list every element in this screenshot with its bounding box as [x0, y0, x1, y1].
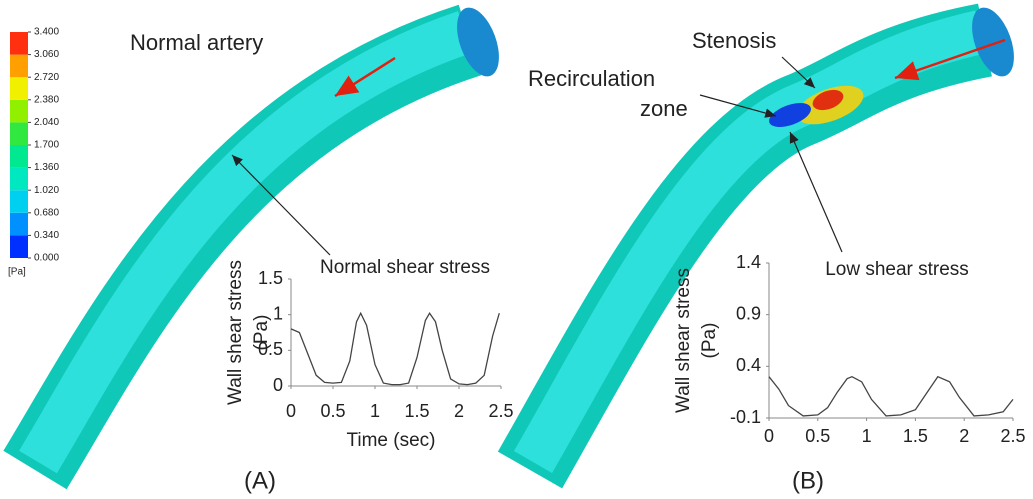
x-tick-label: 1.5 — [404, 401, 429, 421]
x-tick-label: 2 — [959, 426, 969, 446]
colorbar-label: 0.680 — [34, 207, 59, 218]
colorbar-label: 3.060 — [34, 49, 59, 60]
colorbar-segment — [10, 212, 28, 236]
y-axis-label: (Pa) — [699, 323, 720, 359]
x-tick-label: 1.5 — [903, 426, 928, 446]
annotation: Normal artery — [130, 30, 263, 55]
y-tick-label: 1.5 — [258, 268, 283, 288]
colorbar-segment — [10, 99, 28, 123]
flow-arrow — [894, 38, 1006, 81]
pointer-arrow — [231, 154, 331, 256]
x-tick-label: 0.5 — [320, 401, 345, 421]
colorbar-label: 0.340 — [34, 230, 59, 241]
colorbar-segment — [10, 77, 28, 100]
annotation: zone — [640, 96, 688, 121]
colorbar-label: 1.360 — [34, 162, 59, 173]
y-tick-label: 0.4 — [736, 355, 761, 375]
pointer-arrow — [781, 56, 816, 89]
y-axis-label: Wall shear stress — [225, 260, 246, 405]
colorbar-segment — [10, 190, 28, 213]
annotation: Stenosis — [692, 28, 776, 53]
line-series — [768, 375, 1014, 417]
x-tick-label: 2.5 — [488, 401, 513, 421]
artery-a — [3, 4, 499, 490]
y-axis-label: Wall shear stress — [673, 268, 694, 413]
colorbar-segment — [10, 145, 28, 168]
panel-label: (A) — [244, 467, 276, 494]
x-tick-label: 1 — [370, 401, 380, 421]
x-tick-label: 0 — [764, 426, 774, 446]
panel-label: (B) — [792, 467, 824, 494]
colorbar-label: 2.380 — [34, 94, 59, 105]
colorbar-segment — [10, 54, 28, 78]
y-tick-label: -0.1 — [730, 407, 761, 427]
colorbar-segment — [10, 32, 28, 55]
colorbar-label: 1.700 — [34, 140, 59, 151]
x-tick-label: 0 — [286, 401, 296, 421]
artery-b — [497, 3, 1014, 489]
x-tick-label: 1 — [862, 426, 872, 446]
y-tick-label: 1 — [273, 303, 283, 323]
colorbar-label: 1.020 — [34, 185, 59, 196]
y-tick-label: 0.5 — [258, 339, 283, 359]
annotation: Recirculation — [528, 66, 655, 91]
colorbar-unit: [Pa] — [8, 267, 26, 278]
flow-arrow — [334, 56, 396, 98]
y-axis-label: (Pa) — [251, 315, 272, 351]
colorbar-segment — [10, 235, 28, 258]
y-tick-label: 0 — [273, 375, 283, 395]
line-series — [290, 311, 500, 386]
chart-title: Low shear stress — [825, 259, 969, 280]
pointer-arrow — [789, 131, 843, 253]
x-tick-label: 2.5 — [1000, 426, 1025, 446]
colorbar-label: 2.040 — [34, 117, 59, 128]
y-tick-label: 0.9 — [736, 303, 761, 323]
colorbar-label: 2.720 — [34, 72, 59, 83]
pointer-arrow — [699, 94, 777, 118]
x-tick-label: 0.5 — [805, 426, 830, 446]
colorbar-segment — [10, 167, 28, 191]
x-tick-label: 2 — [454, 401, 464, 421]
x-axis-label: Time (sec) — [346, 430, 435, 451]
colorbar-label: 3.400 — [34, 27, 59, 38]
colorbar-label: 0.000 — [34, 253, 59, 264]
colorbar-segment — [10, 122, 28, 145]
chart-title: Normal shear stress — [320, 257, 490, 278]
y-tick-label: 1.4 — [736, 252, 761, 272]
